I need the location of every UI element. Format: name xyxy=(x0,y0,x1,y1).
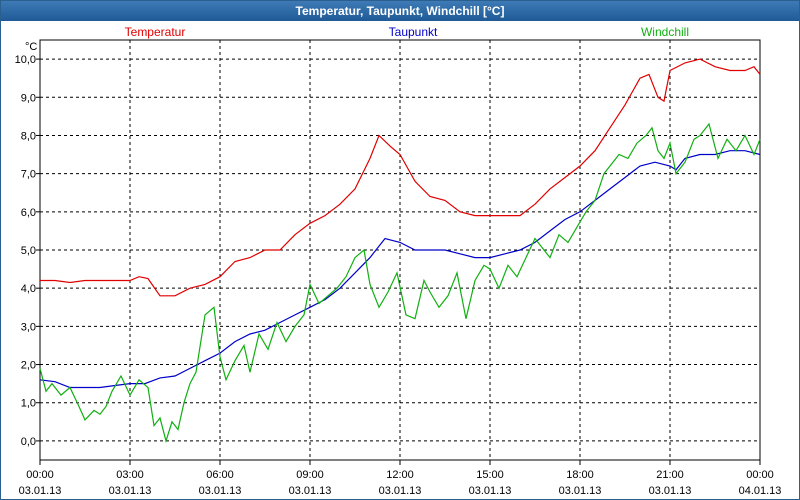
series-lines xyxy=(39,58,761,444)
y-tick-label: 5,0 xyxy=(21,245,36,257)
y-tick-label: 6,0 xyxy=(21,207,36,219)
x-tick-time-label: 21:00 xyxy=(656,469,684,481)
x-tick-date-label: 03.01.13 xyxy=(379,485,422,497)
series-line-taupunkt xyxy=(39,150,761,389)
y-tick-label: 1,0 xyxy=(21,398,36,410)
x-tick-time-label: 09:00 xyxy=(296,469,324,481)
legend-label-taupunkt: Taupunkt xyxy=(389,25,438,39)
plot-frame xyxy=(39,39,761,461)
x-tick-time-label: 03:00 xyxy=(116,469,144,481)
x-tick-date-label: 03.01.13 xyxy=(559,485,602,497)
x-tick-time-label: 06:00 xyxy=(206,469,234,481)
x-axis-ticks: 00:00 03.01.13 03:00 03.01.13 06:00 03.01.13 0… xyxy=(19,469,782,497)
x-tick-date-label: 03.01.13 xyxy=(649,485,692,497)
y-tick-label: 7,0 xyxy=(21,169,36,181)
x-tick-date-label: 04.01.13 xyxy=(739,485,782,497)
y-tick-label: 0,0 xyxy=(21,436,36,448)
x-tick-date-label: 03.01.13 xyxy=(289,485,332,497)
y-tick-label: 8,0 xyxy=(21,130,36,142)
grid-lines xyxy=(40,40,760,460)
y-tick-label: 3,0 xyxy=(21,321,36,333)
x-tick-time-label: 15:00 xyxy=(476,469,504,481)
series-line-windchill xyxy=(39,122,761,444)
y-tick-label: 4,0 xyxy=(21,283,36,295)
x-tick-time-label: 00:00 xyxy=(746,469,774,481)
series-line-temperatur xyxy=(40,58,761,297)
x-tick-date-label: 03.01.13 xyxy=(109,485,152,497)
chart-title: Temperatur, Taupunkt, Windchill [°C] xyxy=(1,1,799,21)
y-tick-label: 9,0 xyxy=(21,92,36,104)
x-tick-date-label: 03.01.13 xyxy=(469,485,512,497)
legend-label-temperatur: Temperatur xyxy=(125,25,186,39)
x-tick-time-label: 18:00 xyxy=(566,469,594,481)
legend: Temperatur Taupunkt Windchill xyxy=(125,25,689,39)
x-tick-time-label: 12:00 xyxy=(386,469,414,481)
x-tick-time-label: 00:00 xyxy=(26,469,54,481)
plot-axes xyxy=(36,39,761,465)
y-axis-unit-label: °C xyxy=(25,41,37,53)
y-axis-ticks: 0,0 1,0 2,0 3,0 4,0 5,0 6,0 7,0 8,0 9,0 10,0 xyxy=(15,54,36,448)
x-tick-date-label: 03.01.13 xyxy=(199,485,242,497)
x-tick-date-label: 03.01.13 xyxy=(19,485,62,497)
y-tick-label: 2,0 xyxy=(21,360,36,372)
y-tick-label: 10,0 xyxy=(15,54,36,66)
legend-label-windchill: Windchill xyxy=(641,25,689,39)
